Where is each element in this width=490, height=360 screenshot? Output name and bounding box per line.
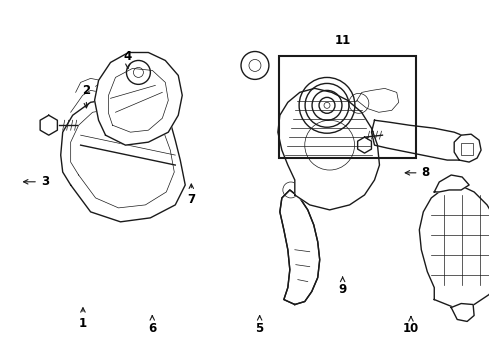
Text: 3: 3 xyxy=(24,175,49,188)
Polygon shape xyxy=(451,303,474,321)
Polygon shape xyxy=(419,185,490,307)
Bar xyxy=(461,143,473,155)
Text: 7: 7 xyxy=(187,184,196,206)
Text: 8: 8 xyxy=(405,166,430,179)
Text: 10: 10 xyxy=(403,316,419,335)
Text: 1: 1 xyxy=(79,308,87,330)
Polygon shape xyxy=(95,53,182,145)
Text: 4: 4 xyxy=(124,50,132,69)
Text: 2: 2 xyxy=(82,84,91,108)
Polygon shape xyxy=(278,88,379,210)
Polygon shape xyxy=(357,89,399,112)
Text: 9: 9 xyxy=(339,277,347,296)
Polygon shape xyxy=(280,190,319,305)
Text: 6: 6 xyxy=(148,316,156,335)
Bar xyxy=(279,56,416,158)
Polygon shape xyxy=(454,134,481,162)
Text: 5: 5 xyxy=(255,316,264,335)
Polygon shape xyxy=(434,175,469,192)
Polygon shape xyxy=(371,120,474,160)
Text: 11: 11 xyxy=(335,33,351,47)
